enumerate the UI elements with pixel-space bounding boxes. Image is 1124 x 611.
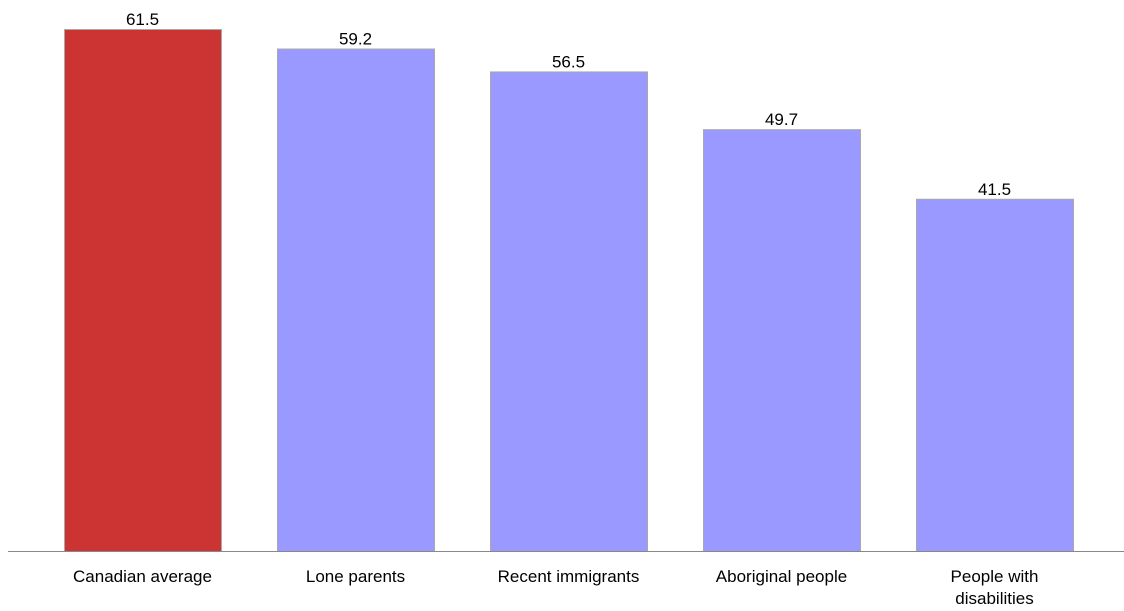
data-label-1: 59.2: [339, 30, 372, 49]
data-label-2: 56.5: [552, 52, 585, 71]
bar-0: [64, 29, 222, 552]
data-label-0: 61.5: [126, 10, 159, 29]
category-labels-layer: Canadian average Lone parents Recent immig…: [73, 567, 1038, 608]
category-label-line: Canadian average: [73, 567, 212, 586]
bar-1: [277, 48, 435, 553]
bar-4: [916, 198, 1074, 552]
category-label-4: People with disabilities: [951, 567, 1039, 608]
category-label-line: People with: [951, 567, 1039, 586]
category-label-3: Aboriginal people: [716, 567, 847, 586]
bars-layer: [64, 29, 1074, 553]
data-labels-layer: 61.5 59.2 56.5 49.7 41.5: [126, 10, 1011, 199]
bar-3: [703, 129, 861, 552]
category-label-line: Aboriginal people: [716, 567, 847, 586]
category-label-line: disabilities: [955, 589, 1033, 608]
bar-2: [490, 71, 648, 552]
data-label-4: 41.5: [978, 180, 1011, 199]
data-label-3: 49.7: [765, 110, 798, 129]
category-label-line: Recent immigrants: [498, 567, 640, 586]
category-label-0: Canadian average: [73, 567, 212, 586]
category-label-line: Lone parents: [306, 567, 405, 586]
category-label-1: Lone parents: [306, 567, 405, 586]
category-label-2: Recent immigrants: [498, 567, 640, 586]
